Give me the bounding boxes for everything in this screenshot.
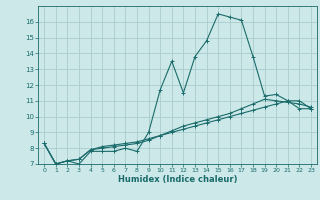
X-axis label: Humidex (Indice chaleur): Humidex (Indice chaleur) <box>118 175 237 184</box>
